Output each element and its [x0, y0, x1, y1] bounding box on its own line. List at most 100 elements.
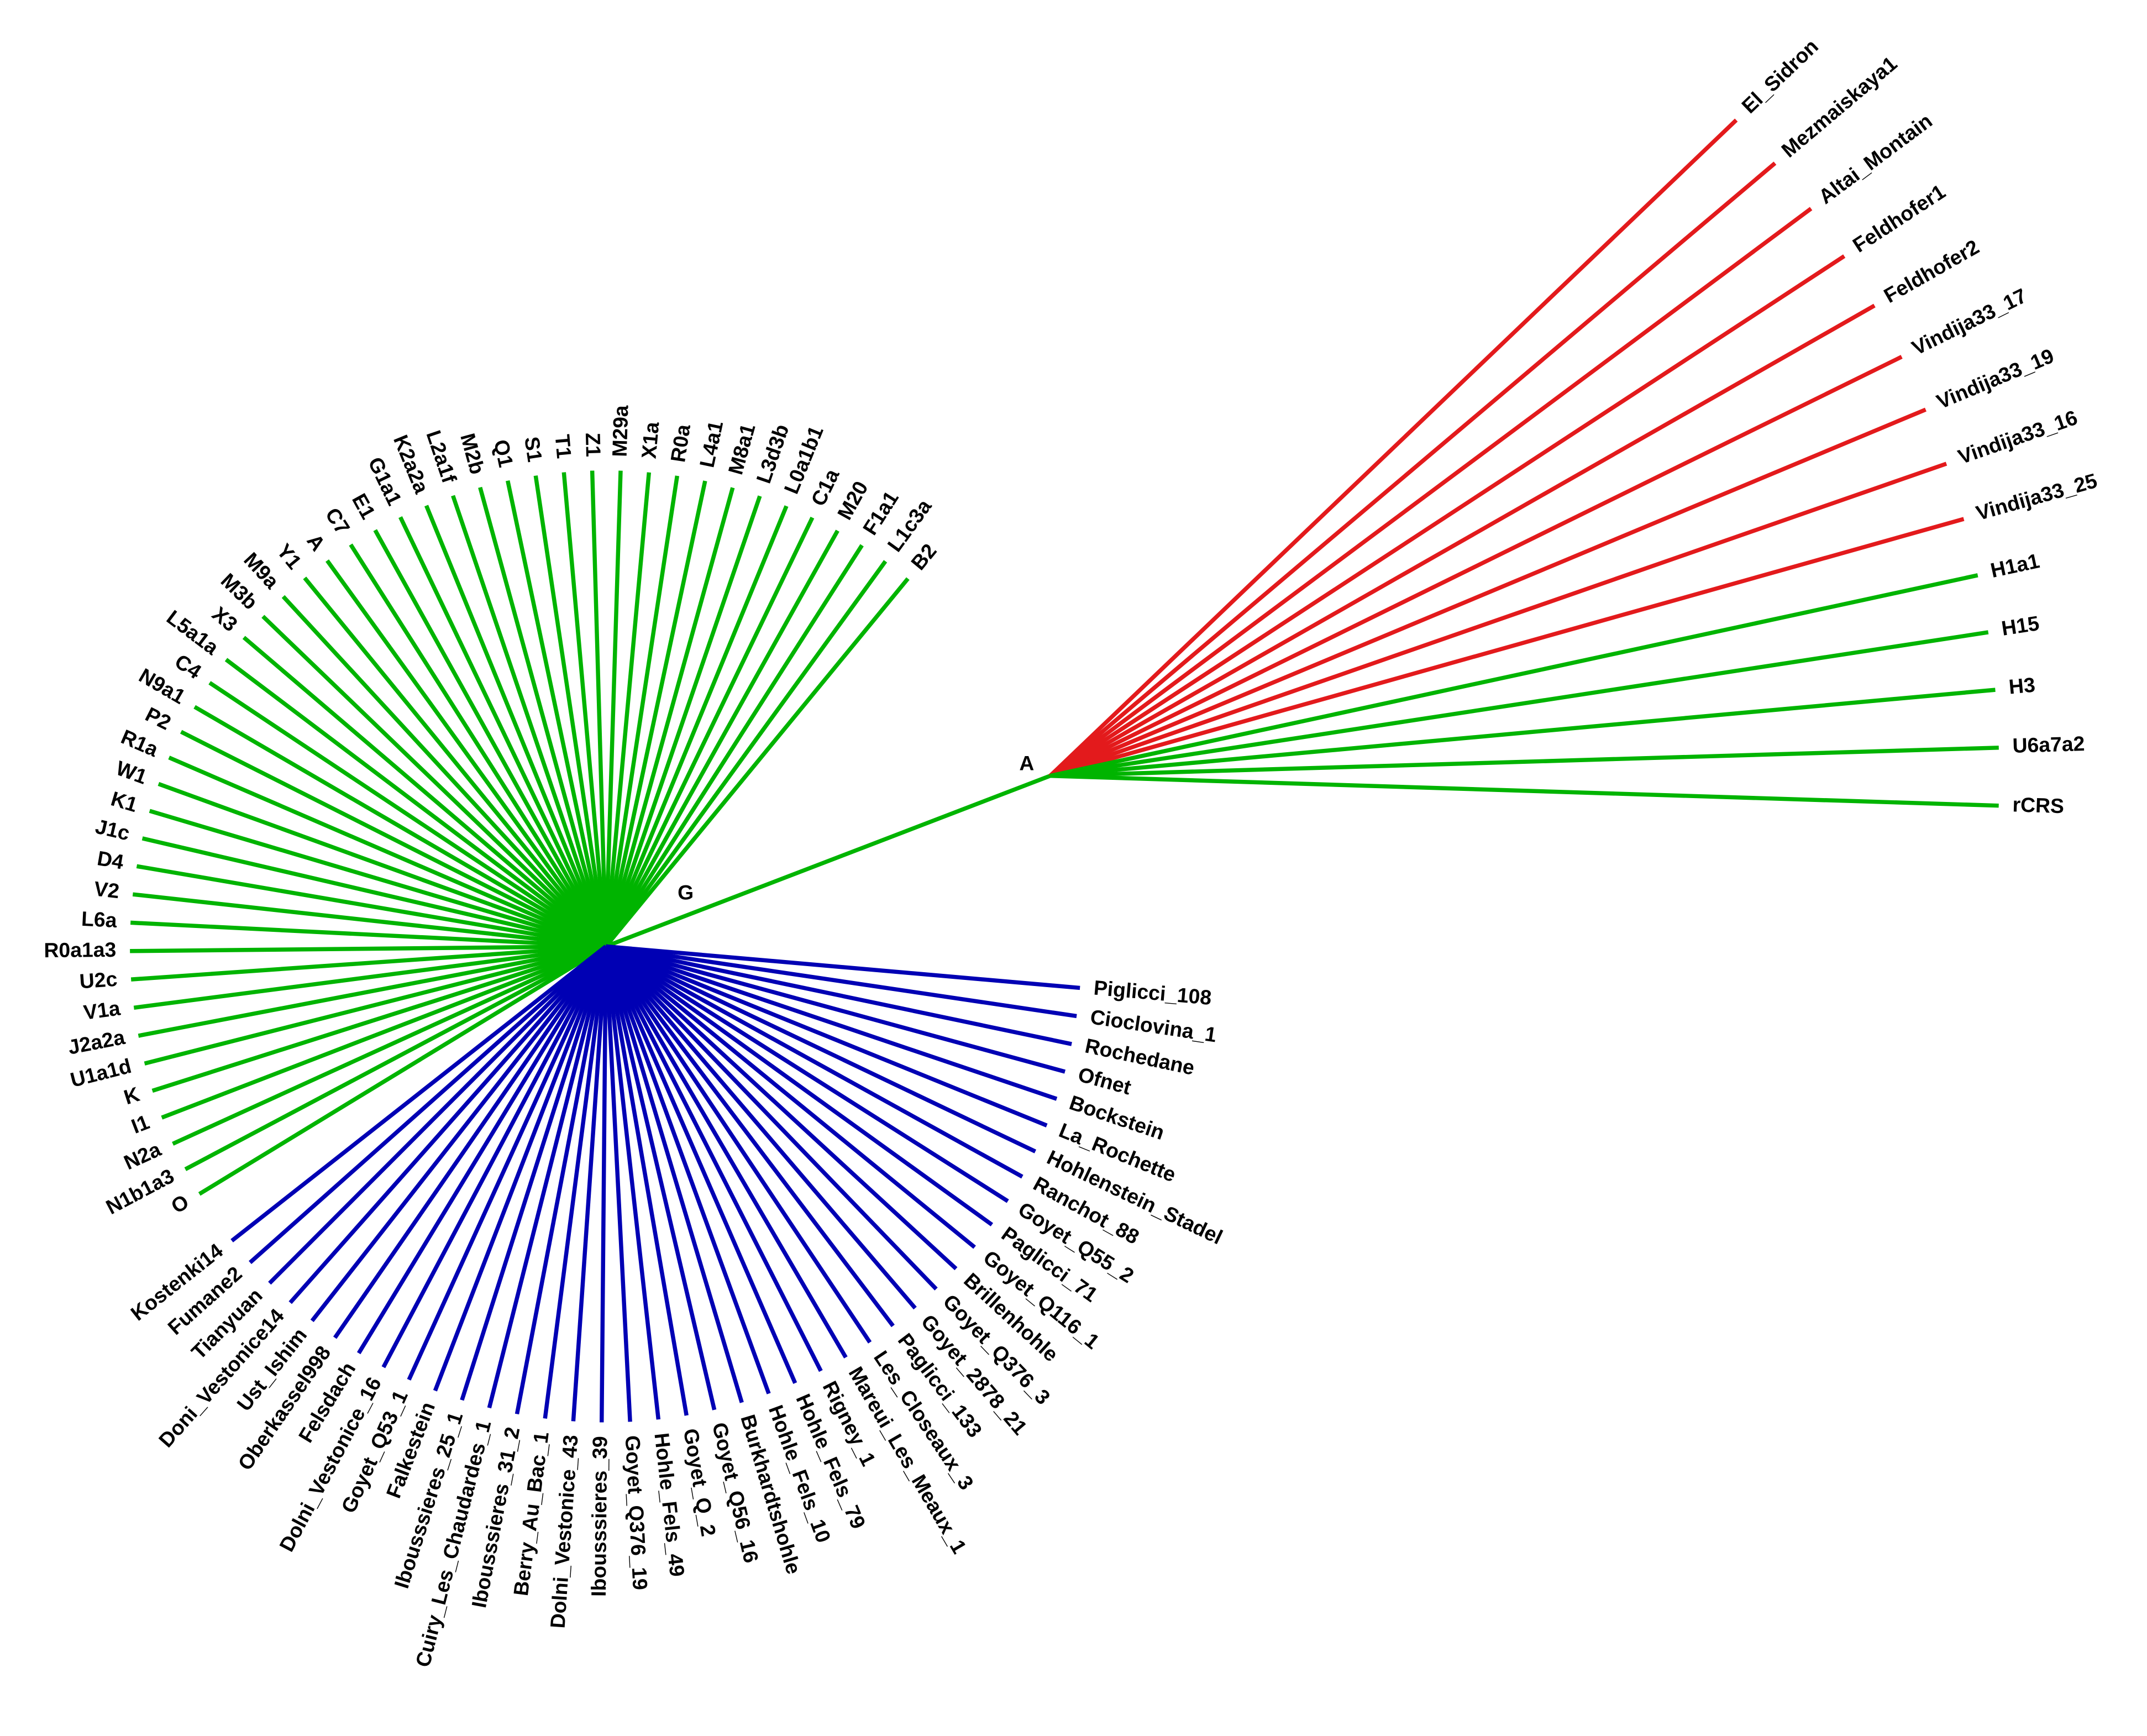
- branch: [515, 946, 608, 1415]
- leaf-label: Goyet_Q376_19: [621, 1435, 652, 1591]
- leaf-label: M2b: [456, 431, 489, 476]
- branch: [604, 945, 938, 1291]
- leaf-label: T1: [550, 433, 576, 459]
- branch: [451, 495, 608, 947]
- branch: [604, 529, 839, 948]
- branch: [310, 945, 608, 1323]
- leaf-label: H1a1: [1988, 549, 2041, 582]
- branch: [603, 470, 623, 947]
- branch: [603, 472, 652, 947]
- branch: [603, 946, 632, 1422]
- leaf-label: U6a7a2: [2012, 732, 2085, 757]
- branch: [193, 705, 607, 948]
- branch: [561, 472, 608, 947]
- branch: [600, 946, 608, 1423]
- branch: [333, 945, 608, 1339]
- branch: [603, 487, 735, 947]
- leaf-label: C4: [171, 649, 206, 684]
- leaf-label: H15: [2000, 611, 2041, 640]
- leaf-label: Vindija33_25: [1973, 469, 2099, 525]
- branch: [1050, 746, 1999, 778]
- branch: [133, 944, 606, 1010]
- leaf-label: Vindija33_16: [1955, 406, 2081, 469]
- branch: [603, 505, 789, 947]
- branch: [1049, 630, 1989, 778]
- branch: [1048, 161, 1777, 778]
- branch: [605, 944, 1048, 1127]
- branch: [604, 544, 864, 948]
- leaf-label: Y1: [272, 539, 306, 574]
- leaf-label: L4a1: [695, 419, 727, 470]
- branch: [1049, 573, 1978, 778]
- leaf-label: Vindija33_17: [1908, 284, 2030, 359]
- branch: [605, 944, 1072, 1046]
- branch: [605, 944, 1066, 1074]
- branch: [605, 774, 1051, 948]
- leaf-label: E1: [348, 490, 380, 523]
- branch: [1049, 254, 1846, 778]
- branch: [478, 486, 608, 947]
- node-label: A: [1019, 752, 1034, 775]
- leaf-label: J1c: [93, 815, 132, 845]
- branch: [208, 681, 607, 948]
- leaf-label: M8a1: [723, 421, 759, 477]
- branch: [603, 495, 762, 947]
- branch: [603, 475, 680, 947]
- leaf-label: S1: [520, 435, 547, 463]
- leaf-label: Piglicci_108: [1093, 976, 1212, 1009]
- branch: [590, 470, 608, 947]
- branch: [603, 945, 823, 1372]
- branch: [603, 946, 744, 1403]
- branch: [141, 836, 607, 949]
- branch: [603, 946, 717, 1410]
- branch: [603, 946, 661, 1420]
- leaf-label: X3: [208, 602, 242, 636]
- branch: [268, 945, 607, 1285]
- node-label: G: [678, 881, 694, 904]
- branch: [605, 945, 1023, 1179]
- branch: [433, 946, 608, 1392]
- branch: [130, 920, 606, 949]
- branch: [326, 559, 608, 948]
- branch: [158, 782, 607, 948]
- branch: [603, 946, 689, 1416]
- leaf-label: I1: [128, 1110, 153, 1138]
- leaf-label: P2: [142, 702, 175, 735]
- branch: [149, 809, 607, 948]
- branch: [138, 944, 606, 1038]
- leaf-label: V1a: [82, 997, 122, 1024]
- branch: [604, 577, 910, 948]
- branch: [604, 945, 895, 1328]
- branch: [533, 475, 608, 947]
- branch: [230, 945, 607, 1242]
- leaf-label: B2: [906, 539, 941, 574]
- branch: [242, 636, 607, 948]
- branch: [605, 944, 1080, 990]
- leaf-label: Q1: [490, 438, 518, 469]
- leaf-label: rCRS: [2012, 793, 2065, 817]
- branch: [1049, 303, 1876, 778]
- leaf-label: Z1: [581, 432, 605, 457]
- leaf-label: D4: [96, 846, 125, 873]
- branch: [424, 505, 608, 947]
- branch: [161, 944, 607, 1120]
- leaf-label: X1a: [637, 421, 664, 459]
- leaf-label: V2: [93, 877, 120, 903]
- branch: [198, 945, 607, 1196]
- leaf-label: H3: [2008, 673, 2036, 698]
- branch: [130, 944, 606, 982]
- branch: [303, 576, 608, 948]
- branch: [151, 944, 607, 1093]
- branch: [604, 945, 976, 1249]
- leaf-label: W1: [113, 756, 150, 789]
- branch: [604, 945, 872, 1344]
- branch: [1048, 207, 1813, 778]
- branch: [605, 945, 994, 1226]
- branch: [130, 944, 606, 953]
- branch: [605, 945, 1009, 1203]
- branch: [398, 516, 608, 947]
- branch: [381, 945, 608, 1368]
- branch: [1049, 355, 1903, 778]
